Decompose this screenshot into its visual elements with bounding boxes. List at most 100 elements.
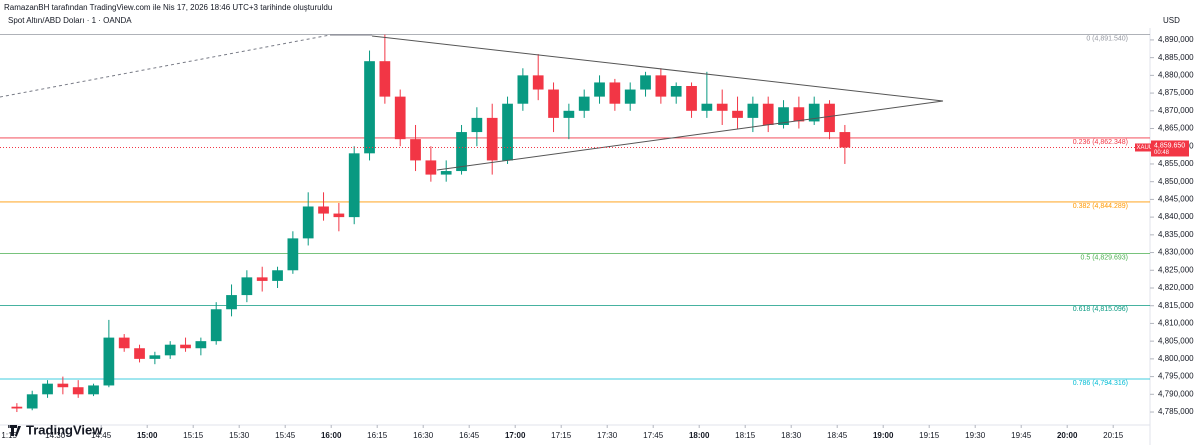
candle-body <box>318 206 329 214</box>
x-tick-label: 18:45 <box>827 431 848 440</box>
y-tick-label: 4,800,000 <box>1158 354 1194 363</box>
candle-body <box>195 341 207 349</box>
candle-body <box>793 107 805 122</box>
candle-body <box>287 238 299 271</box>
candle-body <box>563 110 575 118</box>
x-tick-label: 20:00 <box>1057 431 1078 440</box>
plot: 0 (4,891.540) 0.236 (4,862.348) 0.382 (4,8… <box>0 34 1150 413</box>
candle-body <box>839 132 851 148</box>
candle-body <box>88 385 99 395</box>
x-tick-label: 19:45 <box>1011 431 1032 440</box>
candle-body <box>824 103 835 133</box>
fib-label: 0 (4,891.540) <box>1086 35 1128 42</box>
candle-body <box>379 61 391 97</box>
candle-body <box>57 383 69 388</box>
x-tick-label: 18:15 <box>735 431 756 440</box>
price-tag <box>1151 140 1189 157</box>
candle-body <box>226 295 237 310</box>
candle-body <box>716 103 728 111</box>
candle-body <box>440 171 452 175</box>
candle-body <box>425 160 437 175</box>
y-tick-label: 4,785,000 <box>1158 407 1194 416</box>
candle-body <box>655 75 667 97</box>
candle-body <box>272 270 283 281</box>
candle-body <box>241 277 253 296</box>
candle-body <box>42 383 53 395</box>
symbol: XAUUSD <box>1136 145 1162 151</box>
candle-body <box>456 132 467 172</box>
trend-line <box>0 34 331 98</box>
candle-body <box>609 82 621 104</box>
y-tick-label: 4,825,000 <box>1158 265 1194 274</box>
last-price-label: 4,859.650 <box>1154 142 1185 149</box>
x-tick-label: 17:15 <box>551 431 572 440</box>
candle-body <box>640 75 651 90</box>
y-tick-label: 4,790,000 <box>1158 389 1194 398</box>
currency: USD <box>1163 16 1180 25</box>
x-tick-label: 19:30 <box>965 431 986 440</box>
candle-body <box>333 213 345 218</box>
y-tick-label: 4,850,000 <box>1158 177 1194 186</box>
candle-body <box>670 85 682 97</box>
y-tick-label: 4,885,000 <box>1158 53 1194 62</box>
x-tick-label: 1:15 <box>1 431 17 440</box>
x-tick-label: 15:15 <box>183 431 204 440</box>
y-tick-label: 4,805,000 <box>1158 336 1194 345</box>
candle-body <box>302 206 314 239</box>
triangle-lower <box>436 100 944 171</box>
x-tick-label: 18:30 <box>781 431 802 440</box>
candle-body <box>394 96 406 140</box>
x-tick-label: 18:00 <box>689 431 710 440</box>
x-tick-label: 17:30 <box>597 431 618 440</box>
y-tick-label: 4,875,000 <box>1158 88 1194 97</box>
candle-body <box>517 75 529 104</box>
y-tick-label: 4,820,000 <box>1158 283 1194 292</box>
candle-body <box>210 309 222 342</box>
candle-body <box>594 82 605 97</box>
triangle-upper <box>371 35 944 102</box>
candle-body <box>778 107 789 125</box>
y-tick-label: 4,870,000 <box>1158 106 1194 115</box>
candle-body <box>149 355 161 359</box>
x-tick-label: 14:45 <box>91 431 112 440</box>
x-tick-label: 16:30 <box>413 431 434 440</box>
attribution: RamazanBH tarafından TradingView.com ile… <box>4 3 332 12</box>
y-tick-label: 4,865,000 <box>1158 124 1194 133</box>
y-tick-label: 4,810,000 <box>1158 319 1194 328</box>
brand-logo: TradingView <box>8 422 103 437</box>
candle-body <box>72 387 84 395</box>
candle-body <box>471 117 483 133</box>
candle-body <box>532 75 544 90</box>
x-tick-label: 20:15 <box>1103 431 1124 440</box>
x-tick-label: 14:30 <box>45 431 66 440</box>
candle-body <box>118 337 130 349</box>
candle-body <box>164 344 176 356</box>
fib-label: 0.618 (4,815.096) <box>1073 306 1128 313</box>
y-tick-label: 4,840,000 <box>1158 212 1194 221</box>
candle-body <box>762 103 774 125</box>
y-tick-label: 4,830,000 <box>1158 248 1194 257</box>
x-tick-label: 16:00 <box>321 431 342 440</box>
brand: TradingView <box>26 422 103 437</box>
candle-body <box>747 103 759 118</box>
y-tick-label: 4,880,000 <box>1158 70 1194 79</box>
fib-label: 0.786 (4,794.316) <box>1073 380 1128 387</box>
candle-body <box>486 117 498 161</box>
candle-body <box>502 103 513 161</box>
countdown: 00:48 <box>1154 150 1170 156</box>
candle-body <box>11 406 23 409</box>
candle-body <box>808 103 820 122</box>
x-tick-label: 19:00 <box>873 431 894 440</box>
x-tick-label: 16:15 <box>367 431 388 440</box>
candle-body <box>180 344 191 349</box>
y-tick-label: 4,795,000 <box>1158 372 1194 381</box>
x-tick-label: 15:30 <box>229 431 250 440</box>
y-tick-label: 4,855,000 <box>1158 159 1194 168</box>
x-tick-label: 15:45 <box>275 431 296 440</box>
drawings <box>0 34 944 171</box>
y-tick-label: 4,845,000 <box>1158 195 1194 204</box>
x-tick-label: 19:15 <box>919 431 940 440</box>
candle-body <box>348 153 360 218</box>
fib-label: 0.236 (4,862.348) <box>1073 139 1128 146</box>
